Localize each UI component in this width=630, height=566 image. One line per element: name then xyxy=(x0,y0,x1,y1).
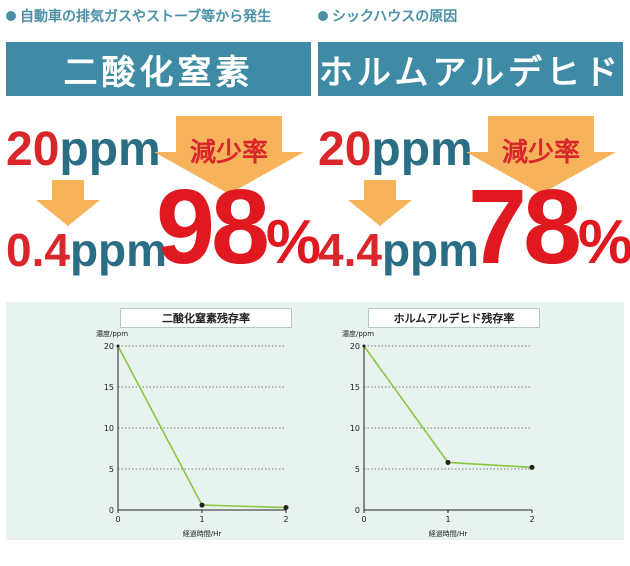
hcho-to-value: 4.4ppm xyxy=(318,226,479,274)
down-arrow-icon xyxy=(348,180,412,226)
data-point xyxy=(362,344,366,348)
data-point xyxy=(283,505,289,511)
hcho-from-value: 20ppm xyxy=(318,126,473,174)
x-tick-label: 2 xyxy=(529,515,534,524)
no2-from-unit: ppm xyxy=(59,123,161,176)
hcho-to-number: 4.4 xyxy=(318,224,382,276)
no2-from-number: 20 xyxy=(6,123,60,176)
x-axis-label: 経過時間/Hr xyxy=(429,529,468,538)
hcho-rate-number: 78 xyxy=(468,168,582,286)
y-tick-label: 15 xyxy=(104,383,114,392)
formaldehyde-panel: シックハウスの原因 ホルムアルデヒド 20ppm 4.4ppm 減少率 78% xyxy=(318,0,630,296)
charts-background xyxy=(6,302,624,540)
x-tick-label: 1 xyxy=(445,515,450,524)
x-tick-label: 1 xyxy=(199,515,204,524)
big-down-arrow-icon xyxy=(466,116,616,194)
no2-rate: 98% xyxy=(156,174,321,280)
hcho-subtitle: シックハウスの原因 xyxy=(318,2,457,30)
no2-rate-label: 減少率 xyxy=(189,138,268,168)
x-tick-label: 0 xyxy=(115,515,120,524)
hcho-banner: ホルムアルデヒド xyxy=(318,42,623,96)
x-tick-label: 2 xyxy=(283,515,288,524)
y-tick-label: 20 xyxy=(350,342,360,351)
y-tick-label: 20 xyxy=(104,342,114,351)
hcho-subtitle-text: シックハウスの原因 xyxy=(332,9,458,25)
y-tick-label: 0 xyxy=(355,506,360,515)
no2-rate-pct: % xyxy=(265,208,322,277)
no2-from-value: 20ppm xyxy=(6,126,161,174)
bullet-dot-icon xyxy=(6,11,16,21)
series-line xyxy=(117,345,287,509)
y-axis-label: 濃度/ppm xyxy=(342,329,374,338)
y-tick-label: 0 xyxy=(109,506,114,515)
no2-line-chart: 濃度/ppm 0 5 10 15 20 0 1 2 経過時間/Hr xyxy=(96,329,289,538)
no2-to-unit: ppm xyxy=(69,224,168,276)
hcho-line-chart: 濃度/ppm 0 5 10 15 20 0 1 2 経過時間/Hr xyxy=(342,329,535,538)
y-tick-label: 10 xyxy=(350,424,360,433)
hcho-rate-pct: % xyxy=(577,208,630,277)
hcho-to-unit: ppm xyxy=(381,224,480,276)
y-tick-label: 5 xyxy=(355,465,360,474)
hcho-rate: 78% xyxy=(468,174,630,280)
x-axis-label: 経過時間/Hr xyxy=(183,529,222,538)
y-tick-label: 10 xyxy=(104,424,114,433)
no2-rate-number: 98 xyxy=(156,168,270,286)
hcho-chart-title: ホルムアルデヒド残存率 xyxy=(368,308,540,328)
no2-subtitle-text: 自動車の排気ガスやストーブ等から発生 xyxy=(20,9,272,25)
hcho-from-number: 20 xyxy=(318,123,372,176)
series-line xyxy=(363,345,533,469)
no2-to-number: 0.4 xyxy=(6,224,70,276)
y-axis-label: 濃度/ppm xyxy=(96,329,128,338)
data-point xyxy=(116,344,120,348)
data-point xyxy=(199,502,205,508)
no2-banner: 二酸化窒素 xyxy=(6,42,311,96)
data-point xyxy=(529,464,535,470)
y-tick-label: 5 xyxy=(109,465,114,474)
bullet-dot-icon xyxy=(318,11,328,21)
hcho-rate-label: 減少率 xyxy=(501,138,580,168)
data-point xyxy=(445,459,451,465)
y-tick-label: 15 xyxy=(350,383,360,392)
big-down-arrow-icon xyxy=(154,116,304,194)
no2-chart-title: 二酸化窒素残存率 xyxy=(120,308,292,328)
hcho-from-unit: ppm xyxy=(371,123,473,176)
no2-panel: 自動車の排気ガスやストーブ等から発生 二酸化窒素 20ppm 0.4ppm 減少… xyxy=(6,0,321,296)
no2-to-value: 0.4ppm xyxy=(6,226,167,274)
down-arrow-icon xyxy=(36,180,100,226)
no2-subtitle: 自動車の排気ガスやストーブ等から発生 xyxy=(6,2,271,30)
x-tick-label: 0 xyxy=(361,515,366,524)
